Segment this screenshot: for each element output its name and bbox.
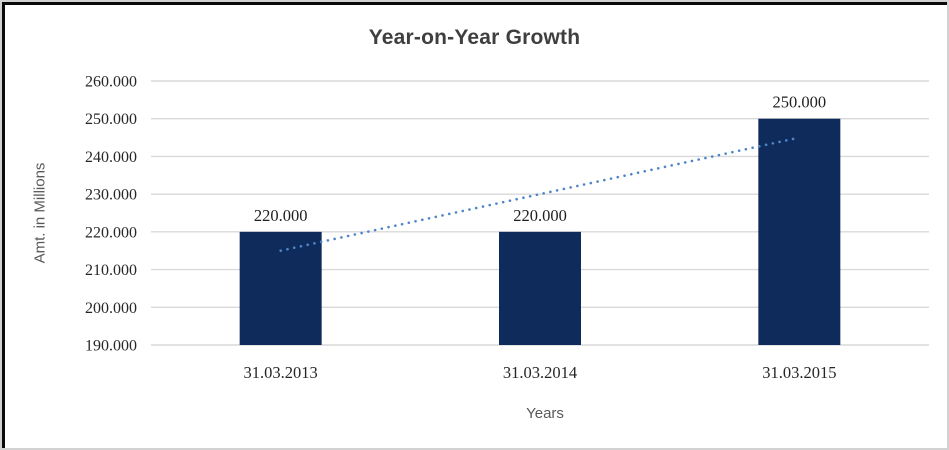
y-tick-label: 200.000 bbox=[85, 300, 137, 317]
y-tick-label: 240.000 bbox=[85, 149, 137, 166]
y-tick-label: 250.000 bbox=[85, 111, 137, 128]
bar-data-label: 220.000 bbox=[513, 206, 567, 225]
y-tick-label: 260.000 bbox=[85, 74, 137, 91]
x-tick-label: 31.03.2015 bbox=[762, 363, 836, 382]
x-tick-label: 31.03.2014 bbox=[503, 363, 577, 382]
bar bbox=[758, 118, 841, 345]
bar-data-label: 250.000 bbox=[773, 93, 827, 112]
x-axis-title: Years bbox=[526, 405, 564, 422]
y-tick-label: 230.000 bbox=[85, 187, 137, 204]
y-axis-title: Amt. in Millions bbox=[31, 162, 49, 264]
y-tick-label: 210.000 bbox=[85, 262, 137, 279]
y-tick-label: 190.000 bbox=[85, 338, 137, 355]
bar bbox=[499, 231, 581, 345]
x-tick-label: 31.03.2013 bbox=[244, 363, 318, 382]
bar-data-label: 220.000 bbox=[254, 206, 308, 225]
chart-title: Year-on-Year Growth bbox=[368, 26, 581, 49]
trendline bbox=[279, 136, 801, 253]
y-tick-label: 220.000 bbox=[85, 224, 137, 241]
bar bbox=[239, 231, 322, 345]
